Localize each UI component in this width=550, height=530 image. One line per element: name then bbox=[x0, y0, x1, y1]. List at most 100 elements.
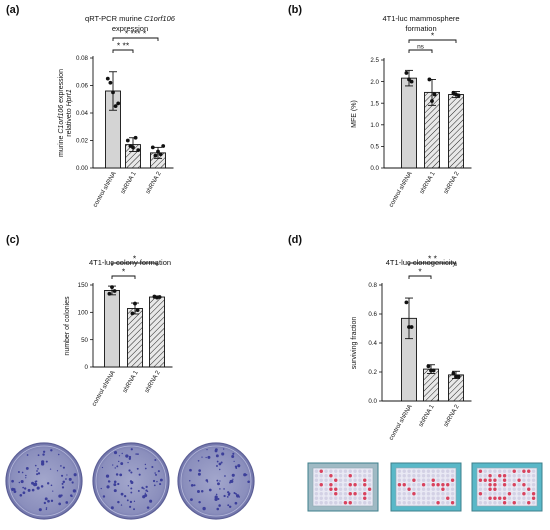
colony-dot bbox=[159, 482, 162, 486]
y-tick-label: 0.00 bbox=[76, 165, 89, 172]
well bbox=[527, 483, 531, 487]
well bbox=[324, 492, 328, 496]
x-tick-label: shRNA 1 bbox=[119, 170, 138, 195]
well bbox=[319, 492, 323, 496]
significance-label: * bbox=[133, 254, 137, 264]
well bbox=[517, 469, 521, 473]
colony-dot bbox=[23, 487, 27, 490]
well bbox=[402, 478, 406, 482]
well bbox=[450, 501, 455, 505]
y-tick-label: 0.8 bbox=[368, 282, 377, 289]
well bbox=[397, 469, 402, 473]
colony-dot bbox=[142, 495, 146, 499]
well bbox=[412, 474, 416, 478]
colony-dot bbox=[223, 494, 226, 498]
well bbox=[488, 478, 492, 482]
colony-dot bbox=[127, 485, 130, 487]
well bbox=[478, 478, 483, 482]
colony-dot bbox=[38, 508, 42, 512]
colony-dot bbox=[218, 468, 221, 471]
colony-dot bbox=[123, 494, 127, 498]
colony-dot bbox=[27, 488, 31, 492]
well bbox=[478, 496, 483, 500]
well bbox=[343, 492, 348, 496]
well bbox=[402, 487, 406, 491]
colony-dot bbox=[117, 482, 120, 486]
colony-dot bbox=[236, 494, 240, 498]
well bbox=[517, 501, 521, 505]
colony-dot bbox=[22, 486, 25, 489]
well bbox=[522, 501, 526, 505]
well bbox=[338, 496, 343, 500]
well bbox=[412, 501, 416, 505]
data-point bbox=[432, 92, 437, 97]
well bbox=[478, 492, 483, 496]
colony-dot bbox=[61, 482, 64, 485]
colony-dot bbox=[222, 448, 225, 450]
colony-dot bbox=[62, 480, 66, 484]
y-axis-label-line: number of colonies bbox=[64, 296, 71, 356]
colony-dot bbox=[224, 475, 226, 477]
well bbox=[314, 478, 319, 482]
well bbox=[353, 487, 357, 491]
significance-bracket bbox=[112, 37, 159, 41]
colony-dot bbox=[50, 499, 54, 503]
well bbox=[314, 474, 319, 478]
well bbox=[488, 496, 492, 500]
well bbox=[348, 478, 352, 482]
well bbox=[334, 487, 338, 491]
well bbox=[478, 483, 483, 487]
colony-dot bbox=[223, 488, 225, 490]
colony-dot bbox=[60, 465, 62, 467]
colony-dot bbox=[128, 469, 131, 472]
well bbox=[488, 474, 492, 478]
colony-dot bbox=[198, 469, 201, 472]
well bbox=[407, 483, 411, 487]
panel-label-d: (d) bbox=[288, 234, 302, 246]
colony-dot bbox=[65, 501, 69, 504]
well bbox=[348, 487, 352, 491]
well bbox=[358, 469, 362, 473]
colony-dot bbox=[13, 490, 17, 494]
significance-bracket bbox=[408, 39, 457, 43]
colony-dot bbox=[137, 453, 139, 456]
well bbox=[522, 469, 526, 473]
well bbox=[417, 483, 421, 487]
y-axis-label-line: surviving fraction bbox=[351, 317, 358, 370]
well bbox=[417, 469, 421, 473]
colony-dot bbox=[143, 488, 145, 490]
well bbox=[319, 487, 323, 491]
data-point bbox=[113, 104, 118, 109]
well bbox=[512, 501, 516, 505]
bar-2 bbox=[149, 296, 165, 368]
well bbox=[483, 469, 487, 473]
well bbox=[517, 487, 521, 491]
colony-dot bbox=[153, 484, 156, 487]
colony-dot bbox=[231, 454, 235, 458]
petri-dish-photos bbox=[5, 442, 255, 520]
well bbox=[502, 492, 507, 496]
chart-title-line: 4T1-luc clonogenicity bbox=[386, 258, 457, 267]
colony-dot bbox=[146, 506, 150, 509]
well bbox=[512, 474, 516, 478]
bar-1 bbox=[127, 308, 143, 368]
x-tick-label: shRNA 2 bbox=[143, 369, 162, 394]
well bbox=[450, 483, 455, 487]
well bbox=[527, 474, 531, 478]
colony-dot bbox=[206, 448, 208, 451]
well bbox=[367, 501, 372, 505]
data-point bbox=[409, 325, 414, 329]
x-tick-label: shRNA 1 bbox=[121, 369, 140, 394]
well bbox=[402, 469, 406, 473]
y-tick-label: 2.5 bbox=[370, 57, 379, 64]
well bbox=[417, 492, 421, 496]
colony-dot bbox=[25, 474, 27, 477]
colony-dot bbox=[234, 501, 238, 505]
y-axis-label-line: MFE (%) bbox=[351, 100, 358, 128]
colony-dot bbox=[144, 492, 147, 495]
well bbox=[450, 478, 455, 482]
colony-dot bbox=[22, 491, 26, 495]
well bbox=[363, 501, 367, 505]
well bbox=[412, 478, 416, 482]
well bbox=[498, 487, 502, 491]
